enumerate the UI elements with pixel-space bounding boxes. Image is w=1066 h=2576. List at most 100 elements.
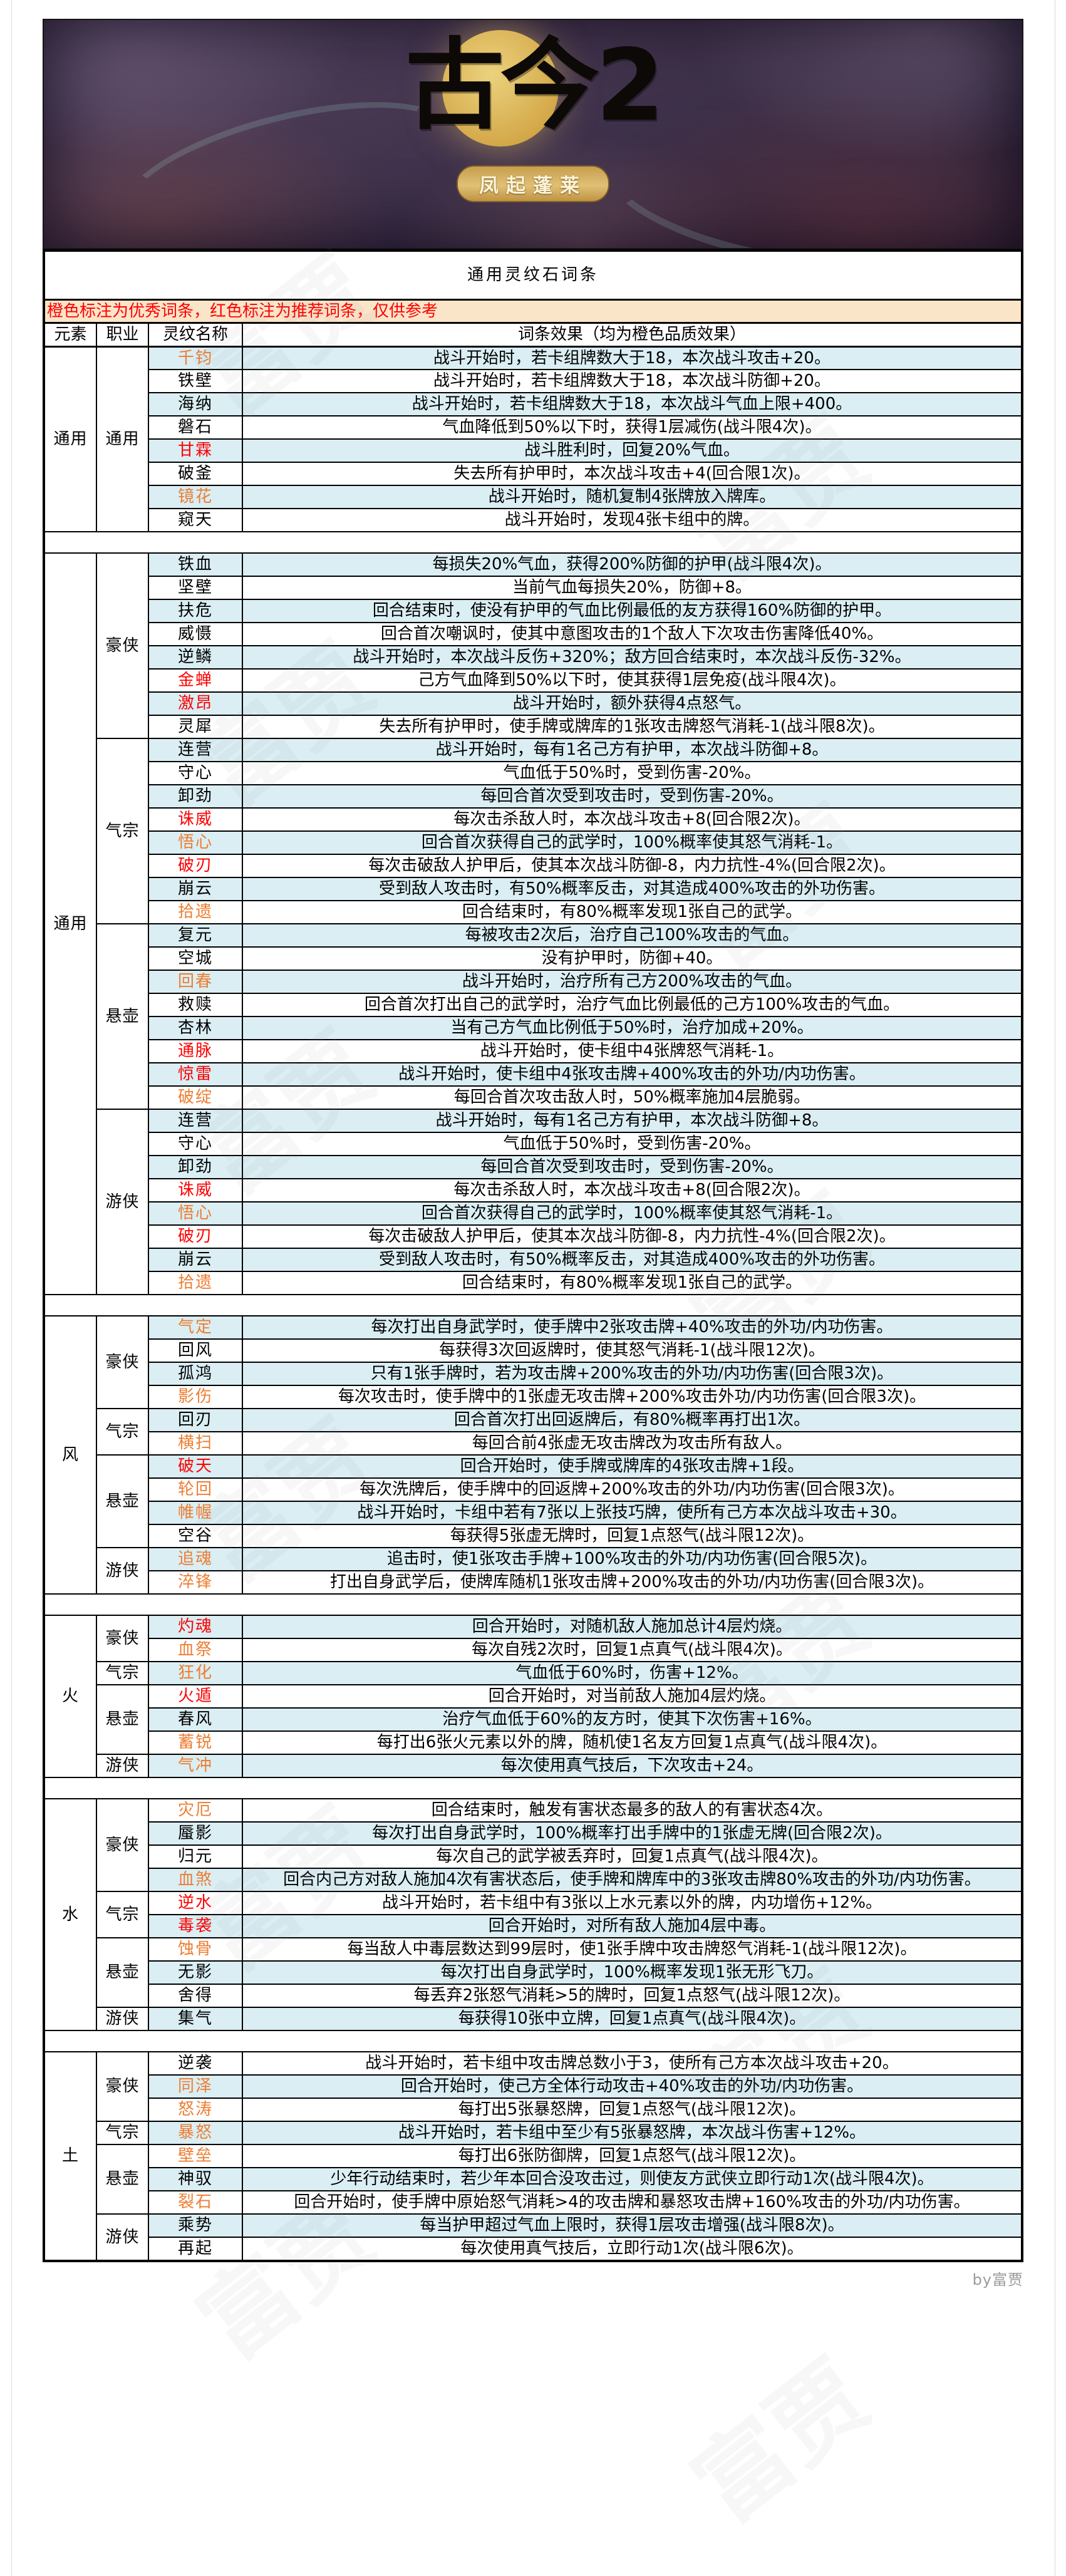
section-gap-cell xyxy=(43,1294,1023,1316)
effect-cell: 回合结束时，有80%概率发现1张自己的武学。 xyxy=(242,1271,1023,1295)
effect-cell: 打出自身武学后，使牌库随机1张攻击牌+200%攻击的外功/内功伤害(回合限3次)… xyxy=(242,1570,1023,1595)
rune-row: 激昂 战斗开始时，额外获得4点怒气。 xyxy=(44,691,1023,716)
class-cell: 气宗 xyxy=(96,1661,149,1685)
rune-row: 磐石 气血降低到50%以下时，获得1层减伤(战斗限4次)。 xyxy=(44,415,1023,440)
rune-name-cell: 气冲 xyxy=(148,1754,243,1778)
rune-name-cell: 拾遗 xyxy=(148,900,243,924)
rune-row: 破刃 每次击破敌人护甲后，使其本次战斗防御-8，内力抗性-4%(回合限2次)。 xyxy=(44,1224,1023,1249)
rune-name-cell: 悟心 xyxy=(148,1201,243,1226)
rune-row: 再起 每次使用真气技后，立即行动1次(战斗限6次)。 xyxy=(44,2237,1023,2262)
section-gap-cell xyxy=(43,1777,1023,1799)
rune-row: 游侠 乘势 每当护甲超过气血上限时，获得1层攻击增强(战斗限8次)。 xyxy=(44,2213,1023,2262)
rune-row: 气宗 连营 战斗开始时，每有1名己方有护甲，本次战斗防御+8。 xyxy=(44,738,1023,924)
section-gap-row xyxy=(43,531,1023,554)
rune-name-cell: 守心 xyxy=(148,761,243,785)
page-edge-line-left xyxy=(11,0,12,2576)
rune-row: 卸劲 每回合首次受到攻击时，受到伤害-20%。 xyxy=(44,1155,1023,1179)
class-cell: 游侠 xyxy=(96,1547,149,1595)
rune-name-cell: 诛威 xyxy=(148,807,243,832)
effect-cell: 战斗开始时，每有1名己方有护甲，本次战斗防御+8。 xyxy=(242,738,1023,762)
effect-cell: 战斗开始时，治疗所有己方200%攻击的气血。 xyxy=(242,970,1023,994)
rune-name-cell: 再起 xyxy=(148,2237,243,2262)
rune-row: 血祭 每次自残2次时，回复1点真气(战斗限4次)。 xyxy=(44,1638,1023,1662)
effect-cell: 受到敌人攻击时，有50%概率反击，对其造成400%攻击的外功伤害。 xyxy=(242,1248,1023,1272)
rune-row: 血煞 回合内己方对敌人施加4次有害状态后，使手牌和牌库中的3张攻击牌80%攻击的外… xyxy=(44,1868,1023,1892)
header-class: 职业 xyxy=(96,322,149,348)
rune-row: 诛威 每次击杀敌人时，本次战斗攻击+8(回合限2次)。 xyxy=(44,1178,1023,1203)
class-cell: 悬壶 xyxy=(96,1937,149,2008)
effect-cell: 回合结束时，有80%概率发现1张自己的武学。 xyxy=(242,900,1023,924)
rune-row: 悬壶 蚀骨 每当敌人中毒层数达到99层时，使1张手牌中攻击牌怒气消耗-1(战斗限12… xyxy=(44,1937,1023,2008)
effect-cell: 每次自己的武学被丢弃时，回复1点真气(战斗限4次)。 xyxy=(242,1844,1023,1869)
rune-row: 春风 治疗气血低于60%的友方时，使其下次伤害+16%。 xyxy=(44,1707,1023,1732)
rune-row: 气宗 回刃 回合首次打出回返牌后，有80%概率再打出1次。 xyxy=(44,1408,1023,1456)
rune-name-cell: 杏林 xyxy=(148,1016,243,1040)
rune-row: 卸劲 每回合首次受到攻击时，受到伤害-20%。 xyxy=(44,784,1023,809)
effect-cell: 气血降低到50%以下时，获得1层减伤(战斗限4次)。 xyxy=(242,415,1023,440)
rune-row: 破绽 每回合首次攻击敌人时，50%概率施加4层脆弱。 xyxy=(44,1085,1023,1110)
rune-row: 破刃 每次击破敌人护甲后，使其本次战斗防御-8，内力抗性-4%(回合限2次)。 xyxy=(44,854,1023,878)
class-cell: 豪侠 xyxy=(96,2051,149,2122)
credit-text: by富贾 xyxy=(972,2270,1023,2289)
section-gap-row xyxy=(43,2030,1023,2052)
effect-cell: 每次自残2次时，回复1点真气(战斗限4次)。 xyxy=(242,1638,1023,1662)
rune-name-cell: 神驭 xyxy=(148,2167,243,2191)
rune-row: 威慑 回合首次嘲讽时，使其中意图攻击的1个敌人下次攻击伤害降低40%。 xyxy=(44,622,1023,646)
effect-cell: 每次使用真气技后，立即行动1次(战斗限6次)。 xyxy=(242,2237,1023,2262)
rune-row: 灵犀 失去所有护甲时，使手牌或牌库的1张攻击牌怒气消耗-1(战斗限8次)。 xyxy=(44,715,1023,739)
effect-cell: 当有己方气血比例低于50%时，治疗加成+20%。 xyxy=(242,1016,1023,1040)
table-header-row: 元素 职业 灵纹名称 词条效果（均为橙色品质效果） xyxy=(43,322,1023,348)
rune-name-cell: 拾遗 xyxy=(148,1271,243,1295)
rune-row: 帷幄 战斗开始时，卡组中若有7张以上张技巧牌，使所有己方本次战斗攻击+30。 xyxy=(44,1501,1023,1525)
rune-row: 怒涛 每打出5张暴怒牌，回复1点怒气(战斗限12次)。 xyxy=(44,2098,1023,2122)
banner-image: 古今2 凤起蓬莱 xyxy=(43,19,1023,249)
class-cell: 游侠 xyxy=(96,2007,149,2031)
effect-cell: 战斗开始时，使卡组中4张牌怒气消耗-1。 xyxy=(242,1039,1023,1063)
rune-row: 通用 通用 千钧 战斗开始时，若卡组牌数大于18，本次战斗攻击+20。 xyxy=(43,346,1023,532)
rune-row: 救赎 回合首次打出自己的武学时，治疗气血比例最低的己方100%攻击的气血。 xyxy=(44,993,1023,1017)
effect-cell: 战斗开始时，若卡组中攻击牌总数小于3，使所有己方本次战斗攻击+20。 xyxy=(242,2051,1023,2076)
rune-name-cell: 破天 xyxy=(148,1454,243,1479)
rune-row: 游侠 集气 每获得10张中立牌，回复1点真气(战斗限4次)。 xyxy=(44,2007,1023,2031)
rune-name-cell: 逆水 xyxy=(148,1891,243,1915)
rune-name-cell: 灼魂 xyxy=(148,1615,243,1639)
rune-row: 悬壶 复元 每被攻击2次后，治疗自己100%攻击的气血。 xyxy=(44,923,1023,1110)
effect-cell: 回合首次打出自己的武学时，治疗气血比例最低的己方100%攻击的气血。 xyxy=(242,993,1023,1017)
rune-name-cell: 逆袭 xyxy=(148,2051,243,2076)
rune-row: 孤鸿 只有1张手牌时，若为攻击牌+200%攻击的外功/内功伤害(回合限3次)。 xyxy=(44,1362,1023,1386)
rune-row: 蜃影 每次打出自身武学时，100%概率打出手牌中的1张虚无牌(回合限2次)。 xyxy=(44,1821,1023,1846)
effect-cell: 己方气血降到50%以下时，使其获得1层免疫(战斗限4次)。 xyxy=(242,668,1023,693)
rune-row: 崩云 受到敌人攻击时，有50%概率反击，对其造成400%攻击的外功伤害。 xyxy=(44,877,1023,901)
effect-cell: 战斗开始时，发现4张卡组中的牌。 xyxy=(242,508,1023,532)
rune-row: 崩云 受到敌人攻击时，有50%概率反击，对其造成400%攻击的外功伤害。 xyxy=(44,1248,1023,1272)
rune-name-cell: 海纳 xyxy=(148,392,243,416)
rune-name-cell: 复元 xyxy=(148,923,243,948)
rune-row: 游侠 连营 战斗开始时，每有1名己方有护甲，本次战斗防御+8。 xyxy=(44,1109,1023,1295)
class-cell: 通用 xyxy=(96,346,149,532)
effect-cell: 回合开始时，使手牌中原始怒气消耗>4的攻击牌和暴怒攻击牌+160%攻击的外功/内… xyxy=(242,2190,1023,2215)
rune-row: 归元 每次自己的武学被丢弃时，回复1点真气(战斗限4次)。 xyxy=(44,1844,1023,1869)
effect-cell: 战斗开始时，每有1名己方有护甲，本次战斗防御+8。 xyxy=(242,1109,1023,1133)
effect-cell: 每丢弃2张怒气消耗>5的牌时，回复1点怒气(战斗限12次)。 xyxy=(242,1984,1023,2008)
class-cell: 游侠 xyxy=(96,1754,149,1778)
effect-cell: 回合首次打出回返牌后，有80%概率再打出1次。 xyxy=(242,1408,1023,1432)
rune-name-cell: 甘霖 xyxy=(148,438,243,463)
element-cell: 火 xyxy=(43,1615,97,1778)
rune-row: 裂石 回合开始时，使手牌中原始怒气消耗>4的攻击牌和暴怒攻击牌+160%攻击的外功… xyxy=(44,2190,1023,2215)
effect-cell: 回合开始时，对当前敌人施加4层灼烧。 xyxy=(242,1684,1023,1709)
rune-name-cell: 守心 xyxy=(148,1132,243,1156)
effect-cell: 战斗开始时，若卡组中至少有5张暴怒牌，本次战斗伤害+12%。 xyxy=(242,2121,1023,2145)
rune-row: 空城 没有护甲时，防御+40。 xyxy=(44,946,1023,971)
header-effect: 词条效果（均为橙色品质效果） xyxy=(242,322,1023,348)
effect-cell: 每当敌人中毒层数达到99层时，使1张手牌中攻击牌怒气消耗-1(战斗限12次)。 xyxy=(242,1937,1023,1962)
rune-row: 悟心 回合首次获得自己的武学时，100%概率使其怒气消耗-1。 xyxy=(44,830,1023,855)
rune-row: 无影 每次打出自身武学时，100%概率发现1张无形飞刀。 xyxy=(44,1960,1023,1985)
effect-cell: 战斗开始时，随机复制4张牌放入牌库。 xyxy=(242,485,1023,509)
effect-cell: 战斗开始时，本次战斗反伤+320%；敌方回合结束时，本次战斗反伤-32%。 xyxy=(242,645,1023,670)
rune-name-cell: 影伤 xyxy=(148,1385,243,1409)
effect-cell: 每获得3次回返牌时，使其怒气消耗-1(战斗限12次)。 xyxy=(242,1338,1023,1363)
effect-cell: 气血低于50%时，受到伤害-20%。 xyxy=(242,761,1023,785)
effect-cell: 回合结束时，使没有护甲的气血比例最低的友方获得160%防御的护甲。 xyxy=(242,599,1023,623)
effect-cell: 每次击破敌人护甲后，使其本次战斗防御-8，内力抗性-4%(回合限2次)。 xyxy=(242,854,1023,878)
element-cell: 通用 xyxy=(43,552,97,1295)
